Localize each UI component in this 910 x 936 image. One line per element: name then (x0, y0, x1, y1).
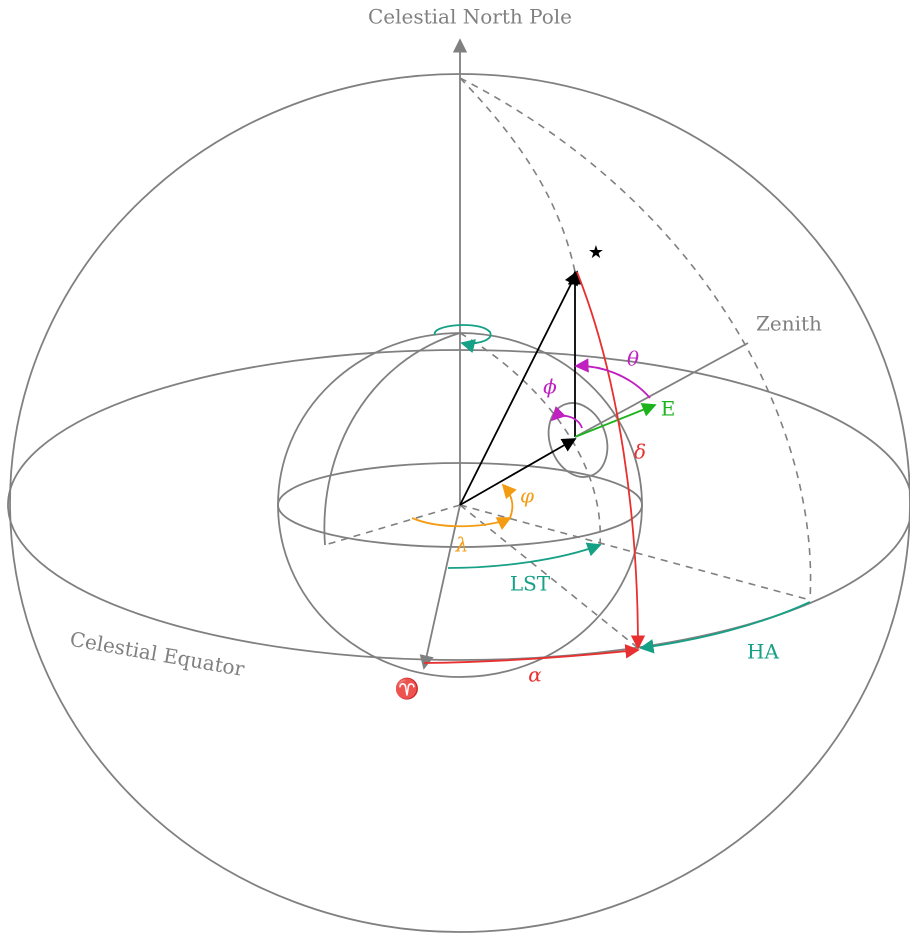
phi-upper-label: ϕ (543, 375, 557, 399)
latitude-arc (501, 483, 517, 519)
east-label: E (661, 397, 676, 421)
right-ascension-arc (423, 644, 640, 664)
local-meridian (459, 332, 601, 546)
local-circle (547, 402, 609, 478)
dashed-line (459, 504, 811, 601)
ha-label: HA (747, 640, 779, 664)
delta-label: δ (634, 440, 646, 464)
earth-meridian (323, 332, 461, 546)
dashed-line (324, 504, 461, 546)
phi-lat-label: φ (520, 484, 534, 508)
north-pole-label: Celestial North Pole (368, 5, 572, 29)
star-vector (459, 270, 578, 506)
star-label: ★ (588, 242, 604, 263)
longitude-arc (411, 517, 512, 531)
theta-arc (574, 358, 651, 399)
lambda-label: λ (455, 533, 469, 557)
zenith-label: Zenith (756, 312, 822, 336)
hour-angle-arc (639, 601, 811, 654)
phi-arc (550, 406, 583, 429)
theta-label: θ (627, 347, 639, 371)
earth-rotation (434, 324, 492, 354)
meridian-circle (459, 77, 812, 601)
observer-vector (459, 438, 577, 506)
east-vector (574, 402, 657, 438)
lst-arc (447, 542, 602, 569)
declination-arc (576, 271, 646, 650)
aries-label: ♈ (395, 677, 420, 701)
geometry (7, 38, 910, 933)
zenith-line (574, 342, 749, 438)
star-hour-circle (459, 77, 576, 273)
equator-label: Celestial Equator (68, 627, 247, 681)
alpha-label: α (528, 663, 542, 687)
lst-label: LST (510, 572, 551, 596)
aries-vector (419, 504, 461, 670)
